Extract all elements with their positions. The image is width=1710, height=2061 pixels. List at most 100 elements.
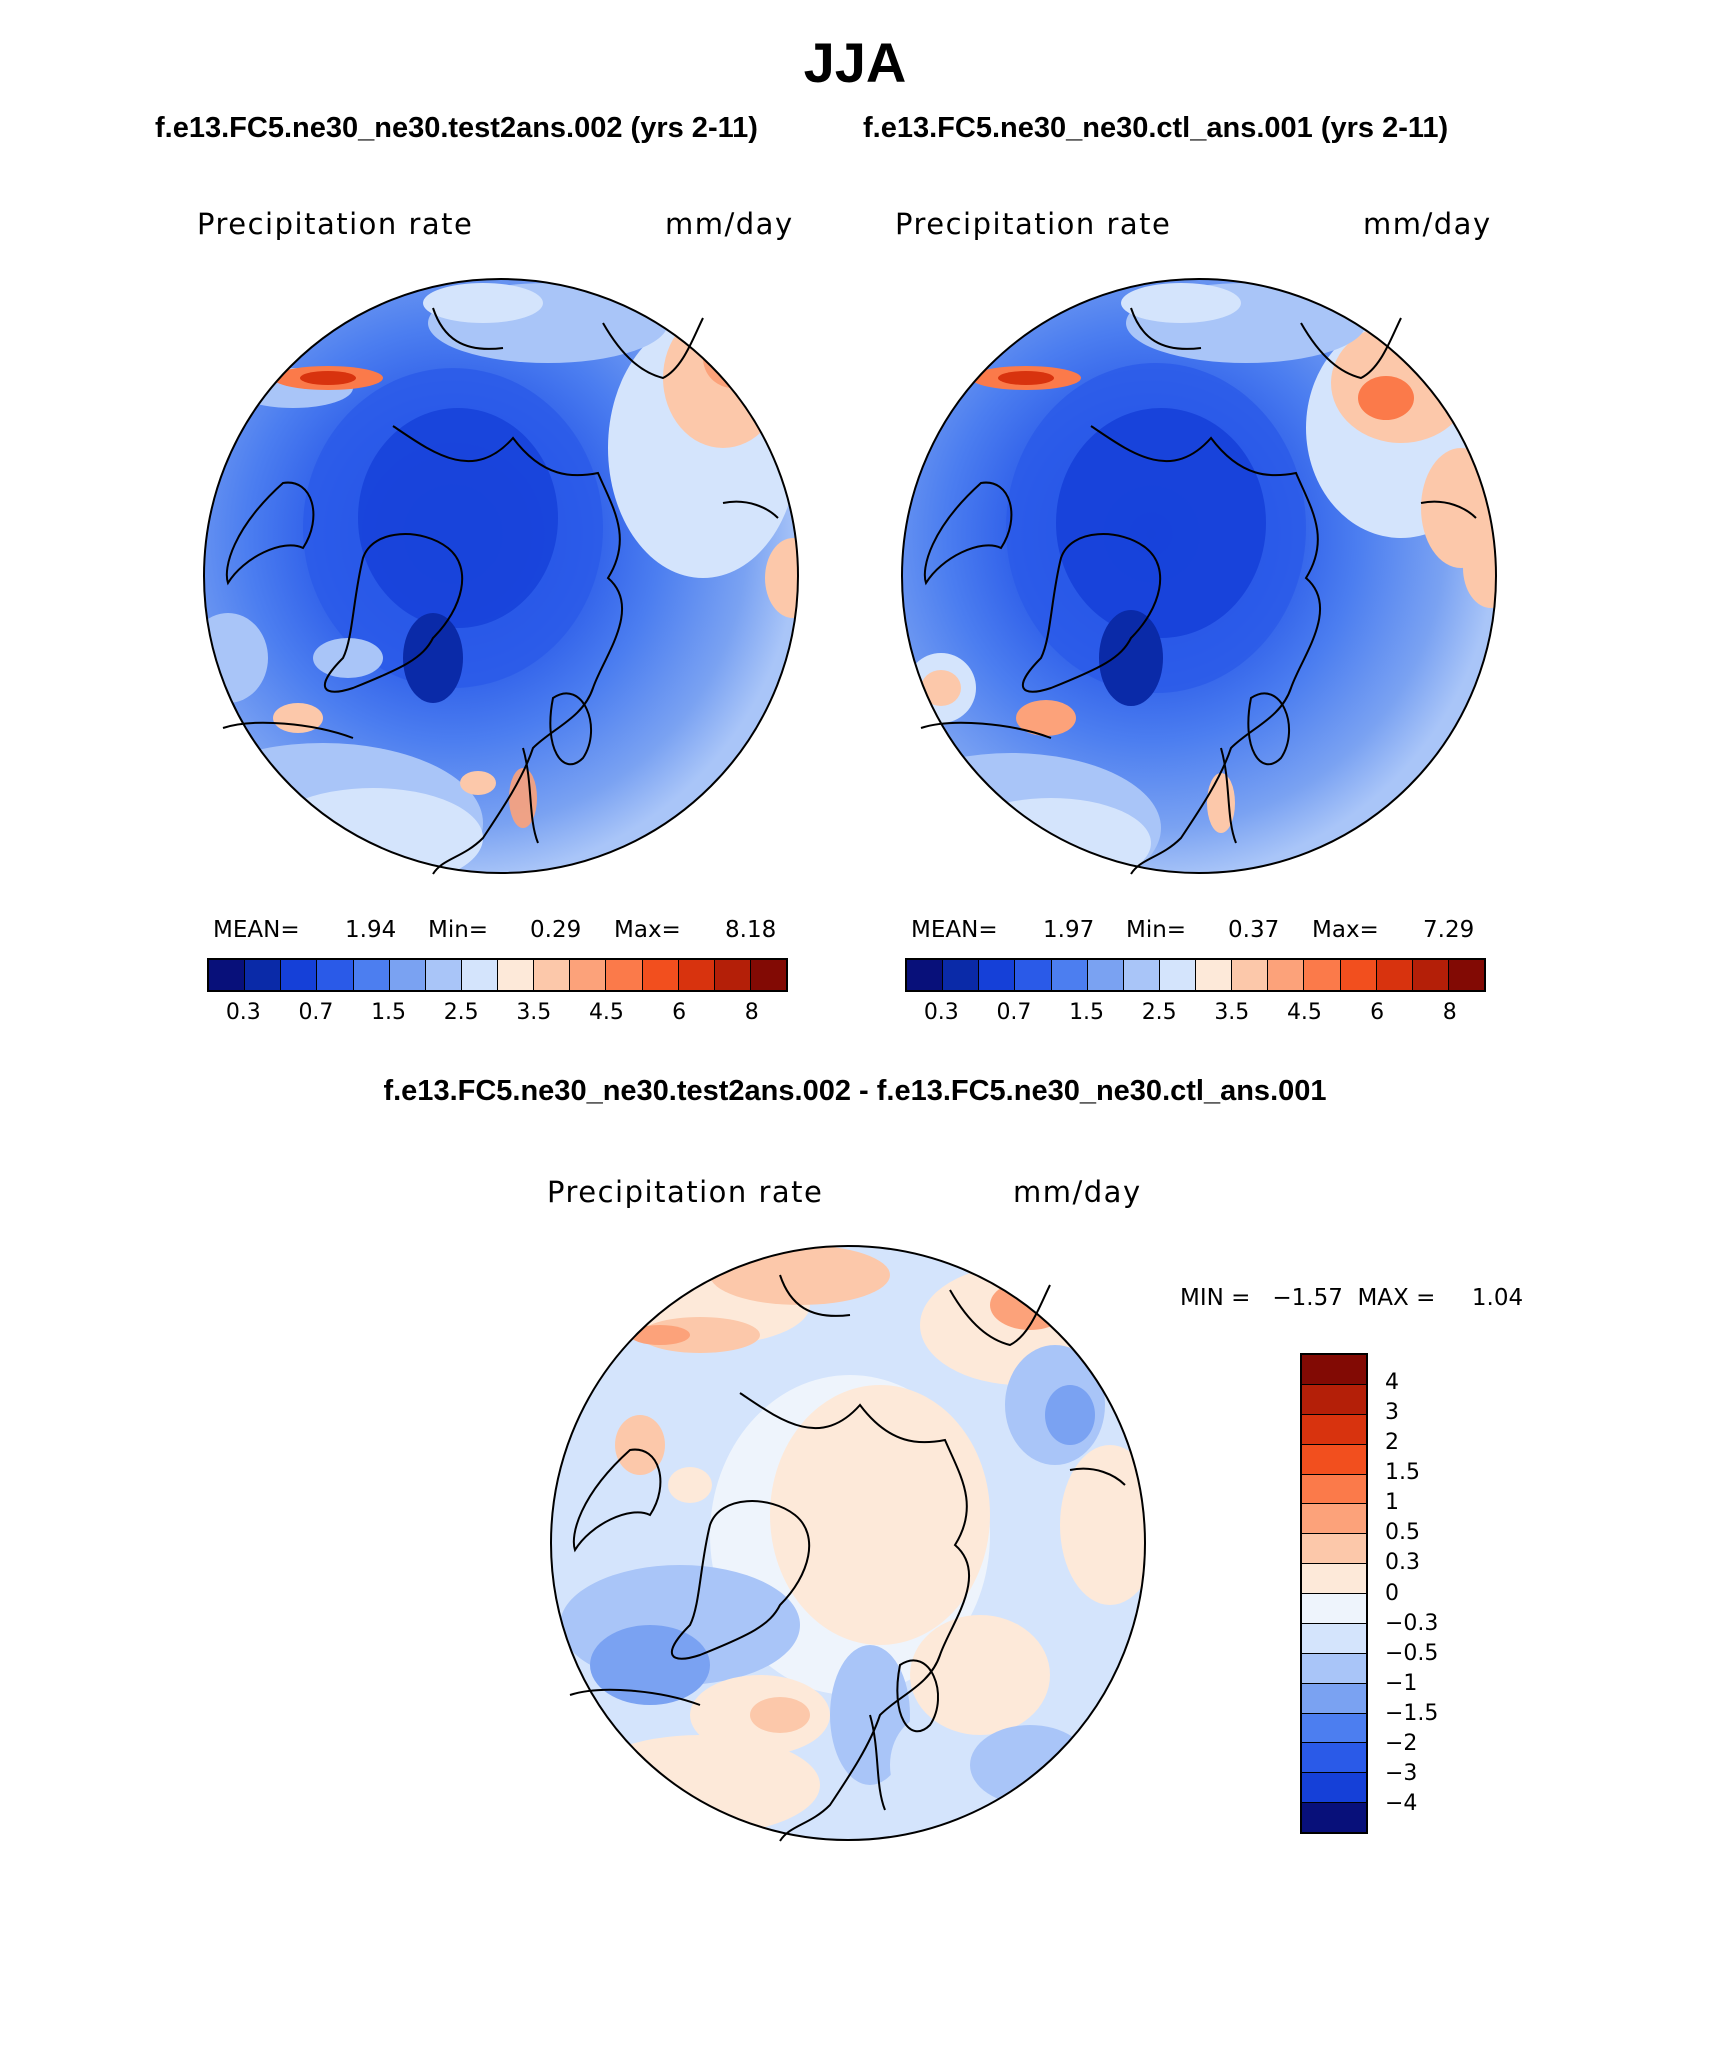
test-colorbar-box-0: [209, 960, 245, 990]
test-colorbar-box-13: [677, 960, 714, 990]
control-colorbar-box-15: [1447, 960, 1484, 990]
control-min-value: 0.37: [1228, 917, 1280, 943]
control-colorbar-tick: 0.3: [923, 1000, 959, 1025]
control-colorbar-tick: 3.5: [1214, 1000, 1250, 1025]
test-colorbar-tick: 6: [672, 1000, 687, 1025]
control-coastlines: [920, 307, 1477, 875]
test-map-boundary: [203, 278, 799, 874]
control-colorbar-box-0: [907, 960, 943, 990]
control-precip-field: [902, 279, 1496, 873]
difference-units-label: mm/day: [1013, 1175, 1142, 1209]
difference-coastlines: [569, 1274, 1126, 1842]
test-colorbar-tick: 3.5: [516, 1000, 552, 1025]
control-colorbar: [905, 958, 1486, 992]
test-colorbar-box-5: [388, 960, 425, 990]
control-colorbar-box-2: [978, 960, 1015, 990]
test-colorbar-box-8: [497, 960, 534, 990]
control-map-boundary: [901, 278, 1497, 874]
control-colorbar-tick: 1.5: [1069, 1000, 1105, 1025]
difference-range-text: MIN = −1.57 MAX = 1.04: [1180, 1285, 1524, 1311]
control-max-value: 7.29: [1423, 917, 1475, 943]
control-colorbar-box-8: [1195, 960, 1232, 990]
control-colorbar-tick: 4.5: [1286, 1000, 1322, 1025]
test-units-label: mm/day: [665, 207, 794, 241]
difference-colorbar-box-2: [1302, 1413, 1366, 1444]
test-colorbar-box-4: [352, 960, 389, 990]
difference-colorbar-box-8: [1302, 1593, 1366, 1623]
control-mean-value: 1.97: [1043, 917, 1095, 943]
test-colorbar-box-2: [280, 960, 317, 990]
control-colorbar-box-11: [1303, 960, 1340, 990]
test-colorbar-box-1: [244, 960, 281, 990]
control-colorbar-tick: 6: [1370, 1000, 1385, 1025]
control-colorbar-box-5: [1086, 960, 1123, 990]
test-colorbar-box-6: [424, 960, 461, 990]
test-colorbar-box-9: [533, 960, 570, 990]
difference-colorbar-label: −2: [1385, 1730, 1418, 1756]
control-colorbar-box-1: [942, 960, 979, 990]
test-mean-label: MEAN=: [213, 917, 300, 943]
difference-colorbar-box-3: [1302, 1443, 1366, 1474]
test-variable-label: Precipitation rate: [197, 207, 474, 241]
test-colorbar-box-15: [749, 960, 786, 990]
difference-colorbar-box-1: [1302, 1383, 1366, 1414]
control-colorbar-box-14: [1411, 960, 1448, 990]
control-colorbar-box-9: [1231, 960, 1268, 990]
difference-colorbar-label: −1: [1385, 1670, 1418, 1696]
test-colorbar-tick: 2.5: [443, 1000, 479, 1025]
control-colorbar-tick: 0.7: [996, 1000, 1032, 1025]
difference-colorbar-label: 0.3: [1385, 1550, 1420, 1576]
difference-colorbar-box-6: [1302, 1533, 1366, 1564]
control-polar-map: [901, 278, 1497, 875]
difference-colorbar-box-13: [1302, 1742, 1366, 1773]
test-colorbar-tick: 0.3: [225, 1000, 261, 1025]
difference-colorbar-label: −1.5: [1385, 1700, 1439, 1726]
difference-colorbar-box-10: [1302, 1652, 1366, 1683]
test-colorbar-box-14: [713, 960, 750, 990]
control-units-label: mm/day: [1363, 207, 1492, 241]
difference-colorbar-label: 3: [1385, 1400, 1399, 1426]
test-colorbar-tick: 1.5: [371, 1000, 407, 1025]
control-variable-label: Precipitation rate: [895, 207, 1172, 241]
control-colorbar-box-4: [1050, 960, 1087, 990]
test-coastlines: [222, 307, 779, 875]
test-max-label: Max=: [614, 917, 681, 943]
difference-polar-map: [550, 1245, 1146, 1842]
difference-colorbar-box-9: [1302, 1622, 1366, 1653]
control-colorbar-box-10: [1267, 960, 1304, 990]
test-colorbar-tick: 4.5: [588, 1000, 624, 1025]
difference-colorbar-label: 0: [1385, 1580, 1399, 1606]
difference-colorbar-label: 0.5: [1385, 1520, 1420, 1546]
test-colorbar-box-7: [460, 960, 497, 990]
control-mean-label: MEAN=: [911, 917, 998, 943]
control-colorbar-tick: 2.5: [1141, 1000, 1177, 1025]
test-polar-map: [203, 278, 799, 875]
difference-colorbar-label: −3: [1385, 1760, 1418, 1786]
difference-colorbar-box-11: [1302, 1682, 1366, 1713]
difference-map-boundary: [550, 1245, 1146, 1841]
control-colorbar-box-3: [1014, 960, 1051, 990]
difference-colorbar-box-7: [1302, 1563, 1366, 1593]
difference-colorbar-box-12: [1302, 1712, 1366, 1743]
difference-colorbar-label: 2: [1385, 1430, 1399, 1456]
difference-colorbar-box-4: [1302, 1473, 1366, 1504]
test-precip-field: [204, 279, 798, 873]
control-colorbar-box-13: [1375, 960, 1412, 990]
test-max-value: 8.18: [725, 917, 777, 943]
test-colorbar-ticks: 0.3 0.7 1.5 2.5 3.5 4.5 6 8: [207, 1000, 788, 1030]
difference-colorbar-box-0: [1302, 1355, 1366, 1384]
main-title: JJA: [803, 31, 907, 94]
test-colorbar-box-12: [641, 960, 678, 990]
test-colorbar-box-10: [569, 960, 606, 990]
control-colorbar-box-12: [1339, 960, 1376, 990]
difference-precip-field: [551, 1246, 1145, 1840]
difference-colorbar: [1300, 1353, 1368, 1834]
test-mean-value: 1.94: [345, 917, 397, 943]
difference-title: f.e13.FC5.ne30_ne30.test2ans.002 - f.e13…: [383, 1075, 1327, 1107]
difference-colorbar-label: −0.5: [1385, 1640, 1439, 1666]
control-max-label: Max=: [1312, 917, 1379, 943]
test-colorbar: [207, 958, 788, 992]
difference-colorbar-label: 4: [1385, 1370, 1399, 1396]
test-colorbar-box-11: [605, 960, 642, 990]
test-min-value: 0.29: [530, 917, 582, 943]
